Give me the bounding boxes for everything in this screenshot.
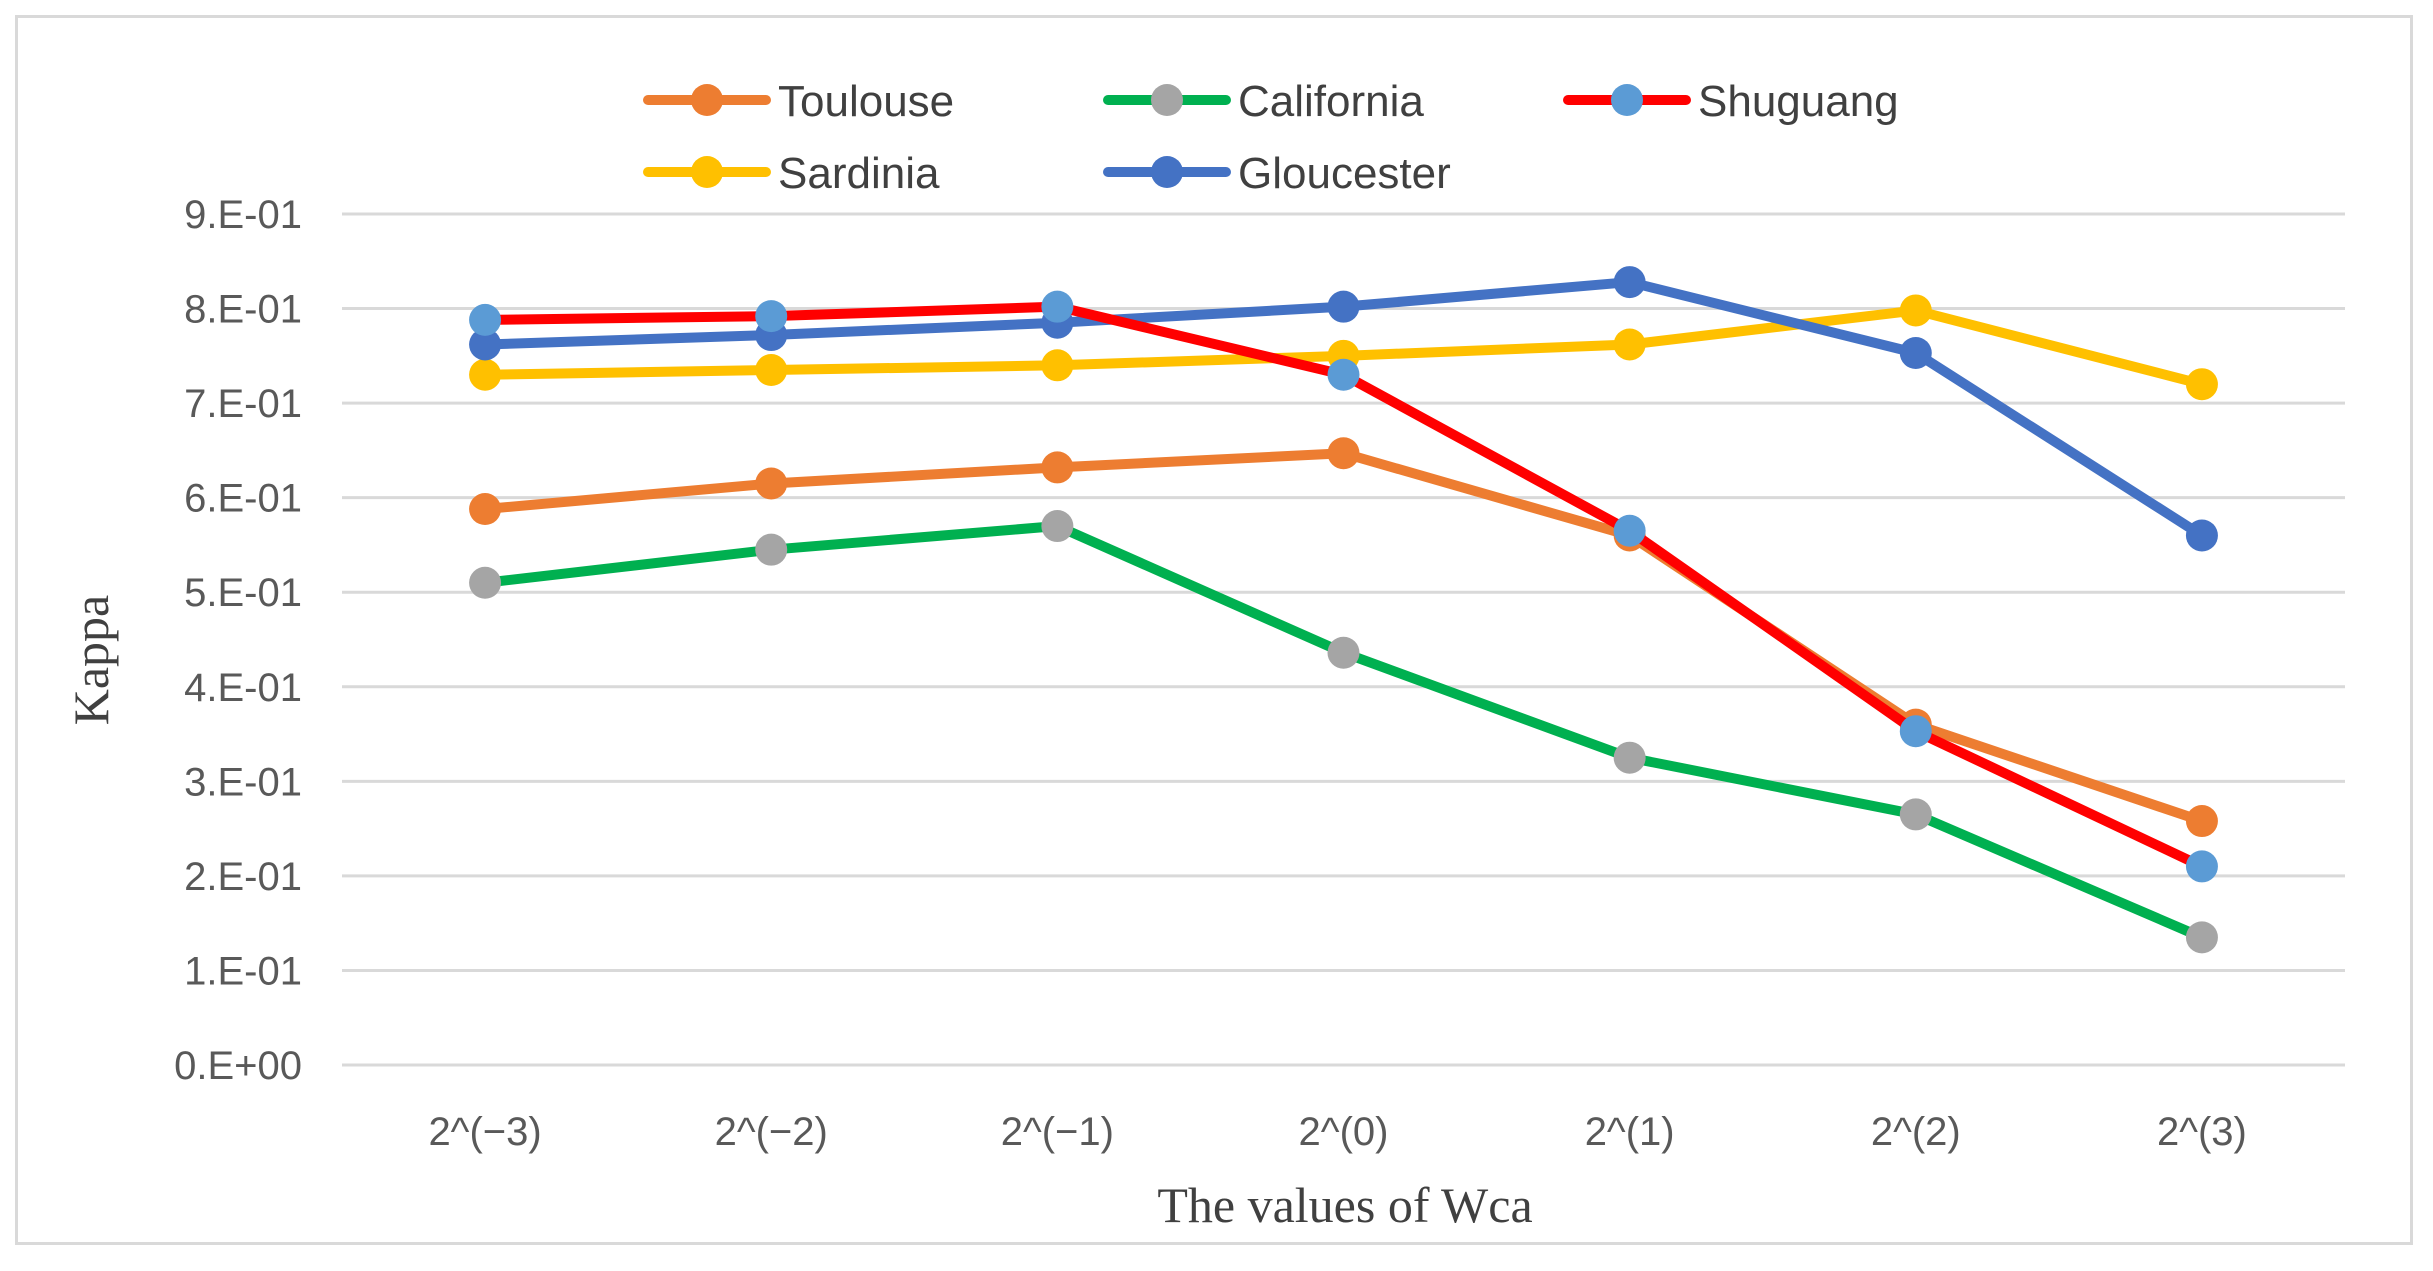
data-point-gloucester bbox=[1613, 266, 1646, 299]
legend-item-gloucester: Gloucester bbox=[1103, 149, 1451, 198]
data-point-california bbox=[1899, 798, 1932, 831]
data-point-shuguang bbox=[1327, 358, 1360, 391]
legend-item-california: California bbox=[1103, 77, 1424, 126]
legend-swatch-marker bbox=[1611, 84, 1643, 116]
series-group bbox=[469, 266, 2218, 954]
legend-swatch-marker bbox=[1151, 156, 1183, 188]
data-point-sardinia bbox=[1041, 349, 1074, 382]
legend-label: Sardinia bbox=[778, 149, 940, 198]
x-tick-labels: 2^(−3) 2^(−2) 2^(−1) 2^(0) 2^(1) 2^(2) 2^(3) bbox=[428, 1110, 2246, 1154]
data-point-toulouse bbox=[469, 493, 502, 526]
y-axis-title: Kappa bbox=[63, 595, 119, 726]
data-point-toulouse bbox=[1041, 451, 1074, 484]
data-point-california bbox=[469, 566, 502, 599]
y-tick-label: 2.E-01 bbox=[184, 855, 302, 899]
data-point-shuguang bbox=[1899, 715, 1932, 748]
chart-frame bbox=[15, 15, 2413, 1245]
data-point-toulouse bbox=[1327, 437, 1360, 470]
y-tick-label: 3.E-01 bbox=[184, 760, 302, 804]
data-point-california bbox=[1041, 510, 1074, 543]
y-tick-label: 5.E-01 bbox=[184, 571, 302, 615]
x-tick-label: 2^(−2) bbox=[715, 1110, 828, 1154]
data-point-gloucester bbox=[2185, 519, 2218, 552]
data-point-california bbox=[2185, 921, 2218, 954]
y-tick-label: 1.E-01 bbox=[184, 949, 302, 993]
x-tick-label: 2^(1) bbox=[1585, 1110, 1675, 1154]
y-tick-labels: 0.E+00 1.E-01 2.E-01 3.E-01 4.E-01 5.E-01 6.E-… bbox=[174, 193, 302, 1088]
data-point-toulouse bbox=[2185, 805, 2218, 838]
legend-label: Shuguang bbox=[1698, 77, 1899, 126]
x-tick-label: 2^(−1) bbox=[1001, 1110, 1114, 1154]
legend-swatch-marker bbox=[691, 156, 723, 188]
data-point-sardinia bbox=[1613, 328, 1646, 361]
legend-swatch-marker bbox=[1151, 84, 1183, 116]
y-tick-label: 4.E-01 bbox=[184, 666, 302, 710]
y-tick-label: 0.E+00 bbox=[174, 1044, 302, 1088]
data-point-shuguang bbox=[469, 303, 502, 336]
legend-swatch-marker bbox=[691, 84, 723, 116]
legend-label: Toulouse bbox=[778, 77, 954, 126]
data-point-sardinia bbox=[1899, 294, 1932, 327]
y-tick-label: 9.E-01 bbox=[184, 193, 302, 237]
data-point-california bbox=[1613, 741, 1646, 774]
data-point-gloucester bbox=[1327, 290, 1360, 323]
y-tick-label: 7.E-01 bbox=[184, 382, 302, 426]
data-point-california bbox=[1327, 636, 1360, 669]
legend: Toulouse California Shuguang Sardinia Glouce… bbox=[643, 77, 1899, 198]
legend-label: California bbox=[1238, 77, 1424, 126]
data-point-gloucester bbox=[1899, 336, 1932, 369]
data-point-shuguang bbox=[1041, 290, 1074, 323]
data-point-shuguang bbox=[1613, 514, 1646, 547]
x-tick-label: 2^(3) bbox=[2157, 1110, 2247, 1154]
y-tick-label: 8.E-01 bbox=[184, 288, 302, 332]
data-point-shuguang bbox=[2185, 850, 2218, 883]
data-point-shuguang bbox=[755, 300, 788, 333]
data-point-gloucester bbox=[469, 328, 502, 361]
x-tick-label: 2^(0) bbox=[1299, 1110, 1389, 1154]
legend-item-sardinia: Sardinia bbox=[643, 149, 940, 198]
data-point-california bbox=[755, 533, 788, 566]
x-tick-label: 2^(2) bbox=[1871, 1110, 1961, 1154]
legend-item-toulouse: Toulouse bbox=[643, 77, 954, 126]
x-axis-title: The values of Wca bbox=[1157, 1177, 1532, 1233]
data-point-toulouse bbox=[755, 467, 788, 500]
y-tick-label: 6.E-01 bbox=[184, 477, 302, 521]
legend-label: Gloucester bbox=[1238, 149, 1451, 198]
x-tick-label: 2^(−3) bbox=[428, 1110, 541, 1154]
data-point-sardinia bbox=[469, 358, 502, 391]
data-point-sardinia bbox=[2185, 368, 2218, 401]
legend-item-shuguang: Shuguang bbox=[1563, 77, 1899, 126]
data-point-sardinia bbox=[755, 354, 788, 387]
